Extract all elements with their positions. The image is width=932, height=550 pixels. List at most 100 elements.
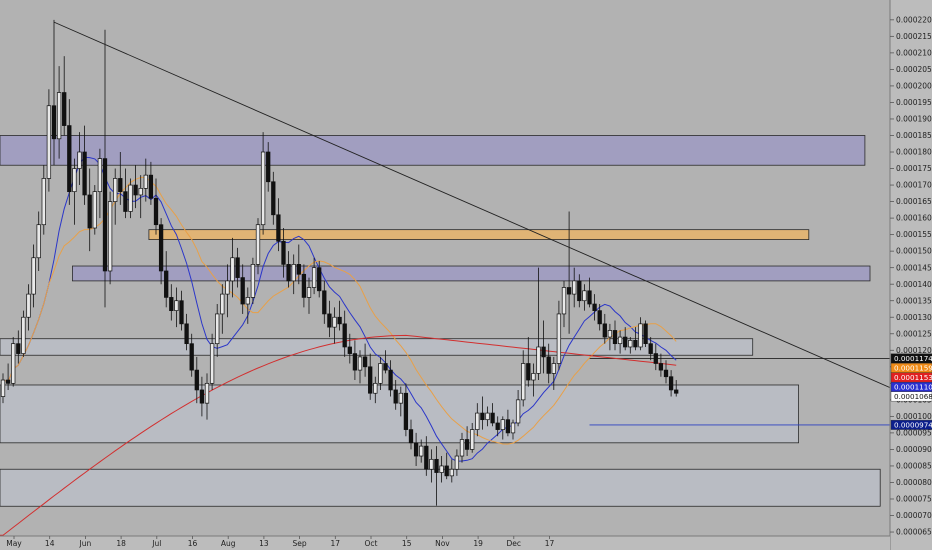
- candle-body: [592, 303, 597, 311]
- candle: [444, 452, 449, 480]
- candle: [383, 350, 388, 374]
- candle: [26, 284, 31, 331]
- candle-body: [577, 280, 582, 302]
- candle: [21, 310, 26, 357]
- candle: [179, 290, 184, 331]
- candle-body: [153, 197, 159, 226]
- candle: [107, 191, 113, 285]
- candle-body: [398, 392, 403, 404]
- candle-body: [388, 369, 393, 391]
- candle-body: [113, 178, 118, 202]
- candle-body: [470, 429, 475, 450]
- candle-body: [572, 280, 577, 295]
- candle: [0, 373, 6, 404]
- time-axis[interactable]: May 14 Jun 18 Jul 16 Aug 13 Sep 17 Oct 15 Nov 19 Dec 17: [0, 535, 890, 550]
- candle-body: [41, 178, 46, 226]
- candle-body: [220, 293, 225, 315]
- candle: [332, 307, 337, 344]
- candle-body: [184, 323, 189, 345]
- candle: [97, 148, 103, 219]
- candle: [118, 152, 123, 205]
- candle: [199, 376, 205, 417]
- price-tick-label: 0.00010000: [896, 412, 932, 421]
- candle-body: [235, 257, 240, 278]
- candle-body: [148, 174, 154, 199]
- candle: [220, 284, 225, 334]
- candle: [408, 419, 414, 450]
- candle-body: [317, 267, 322, 292]
- candle-body: [510, 422, 516, 434]
- candle-body: [255, 224, 261, 265]
- time-tick-label: Dec: [507, 539, 522, 548]
- candle: [495, 416, 500, 437]
- candle-body: [541, 346, 546, 358]
- candle: [398, 386, 403, 417]
- candle: [204, 373, 210, 420]
- candle-body: [194, 369, 199, 391]
- candle: [51, 19, 57, 166]
- candle-body: [490, 412, 495, 424]
- candle-body: [31, 257, 36, 295]
- candle: [546, 343, 551, 384]
- candle-body: [368, 366, 373, 394]
- candle-body: [225, 280, 230, 295]
- candle: [174, 287, 179, 328]
- candle: [378, 356, 383, 390]
- candle-body: [209, 343, 215, 384]
- price-tag-label: 0.00011108: [894, 383, 932, 392]
- zone-purple-2: [72, 265, 871, 282]
- price-tick-label: 0.00020500: [896, 65, 932, 74]
- candle: [189, 333, 194, 377]
- candle: [413, 432, 419, 466]
- candle-body: [658, 363, 664, 371]
- candle-body: [521, 363, 526, 401]
- candle-body: [179, 300, 184, 325]
- price-tick-label: 0.00008500: [896, 462, 932, 471]
- candle-body: [51, 105, 57, 140]
- price-tag-label: 0.00010686: [894, 392, 932, 401]
- candle-body: [133, 184, 138, 196]
- candle-body: [276, 214, 281, 242]
- candle-body: [495, 422, 500, 430]
- candle: [317, 261, 322, 298]
- price-tag: 0.00011598: [890, 363, 932, 373]
- candle-body: [102, 158, 108, 272]
- price-tick-label: 0.00018500: [896, 131, 932, 140]
- candle: [225, 264, 230, 318]
- candle: [658, 353, 664, 377]
- price-axis[interactable]: 0.00022000 0.00021500 0.00021000 0.00020500…: [889, 0, 932, 550]
- candle-body: [46, 105, 52, 179]
- time-tick-label: May: [6, 539, 22, 548]
- candle: [663, 360, 669, 384]
- candle: [240, 264, 245, 314]
- candle: [102, 29, 108, 308]
- price-tick-label: 0.00014500: [896, 263, 932, 272]
- price-tick-label: 0.00022000: [896, 15, 932, 24]
- candle: [674, 380, 679, 397]
- candle: [72, 158, 77, 225]
- candle: [475, 403, 480, 437]
- candle: [419, 439, 424, 463]
- candle: [158, 218, 164, 285]
- candle: [286, 251, 291, 288]
- candle: [67, 99, 72, 205]
- candle-body: [306, 287, 312, 298]
- candle-body: [77, 151, 82, 169]
- candle-body: [551, 363, 556, 374]
- candle: [230, 237, 235, 298]
- candle: [291, 254, 296, 295]
- candle-body: [444, 465, 449, 477]
- candle: [388, 360, 393, 397]
- candle-body: [439, 465, 444, 473]
- time-tick-label: 13: [259, 539, 269, 548]
- candle-body: [250, 264, 256, 298]
- candle-body: [674, 389, 679, 394]
- candle: [521, 350, 526, 407]
- candle: [623, 327, 628, 351]
- candle-body: [143, 174, 148, 189]
- candle: [250, 257, 256, 305]
- candle: [490, 403, 495, 427]
- candle: [449, 459, 454, 483]
- candle-body: [638, 323, 643, 348]
- candle: [184, 313, 189, 351]
